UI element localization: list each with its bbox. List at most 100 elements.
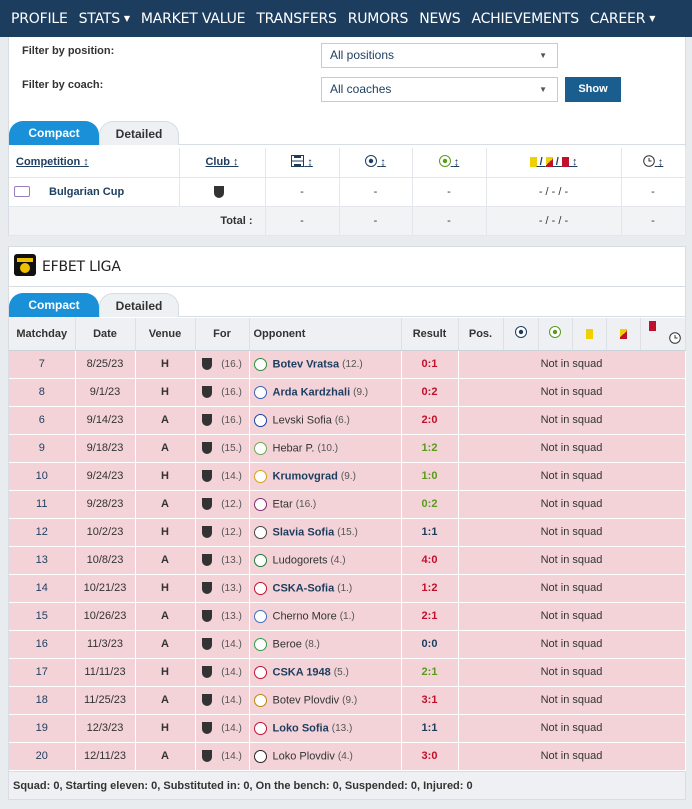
result-link[interactable]: 1:0 xyxy=(421,470,438,482)
result-link[interactable]: 1:2 xyxy=(421,442,438,454)
result-cell[interactable]: 1:2 xyxy=(401,434,459,463)
cards-header[interactable]: / / ↕ xyxy=(486,148,622,178)
tab-detailed[interactable]: Detailed xyxy=(99,293,179,317)
opponent-cell[interactable]: Ludogorets (4.) xyxy=(249,546,402,575)
tab-detailed[interactable]: Detailed xyxy=(99,121,179,145)
opponent-name[interactable]: Beroe xyxy=(272,637,302,650)
tab-compact[interactable]: Compact xyxy=(9,293,99,317)
matchday-cell[interactable]: 18 xyxy=(9,686,76,715)
result-link[interactable]: 1:1 xyxy=(421,722,438,734)
opponent-name[interactable]: Arda Kardzhali xyxy=(272,385,351,398)
opponent-cell[interactable]: CSKA-Sofia (1.) xyxy=(249,574,402,603)
position-select[interactable]: All positions ▼ xyxy=(321,43,558,68)
opponent-name[interactable]: Botev Plovdiv xyxy=(272,693,340,706)
opponent-cell[interactable]: CSKA 1948 (5.) xyxy=(249,658,402,687)
opponent-cell[interactable]: Loko Sofia (13.) xyxy=(249,714,402,743)
matchday-cell[interactable]: 10 xyxy=(9,462,76,491)
result-cell[interactable]: 3:1 xyxy=(401,686,459,715)
matchday-cell[interactable]: 16 xyxy=(9,630,76,659)
opponent-cell[interactable]: Botev Plovdiv (9.) xyxy=(249,686,402,715)
result-cell[interactable]: 0:2 xyxy=(401,490,459,519)
result-cell[interactable]: 4:0 xyxy=(401,546,459,575)
result-cell[interactable]: 2:0 xyxy=(401,406,459,435)
result-cell[interactable]: 0:2 xyxy=(401,378,459,407)
result-link[interactable]: 4:0 xyxy=(421,554,438,566)
matchday-cell[interactable]: 11 xyxy=(9,490,76,519)
nav-item-market-value[interactable]: MARKET VALUE xyxy=(140,10,246,27)
matchday-cell[interactable]: 6 xyxy=(9,406,76,435)
opponent-cell[interactable]: Beroe (8.) xyxy=(249,630,402,659)
matchday-cell[interactable]: 13 xyxy=(9,546,76,575)
nav-item-news[interactable]: NEWS xyxy=(419,10,461,27)
result-link[interactable]: 2:0 xyxy=(421,414,438,426)
opponent-name[interactable]: CSKA 1948 xyxy=(272,665,331,678)
show-button[interactable]: Show xyxy=(565,77,621,102)
result-link[interactable]: 0:0 xyxy=(421,638,438,650)
result-link[interactable]: 3:1 xyxy=(421,694,438,706)
opponent-name[interactable]: Loko Sofia xyxy=(272,721,329,734)
result-link[interactable]: 2:1 xyxy=(421,666,438,678)
matchday-cell[interactable]: 7 xyxy=(9,350,76,379)
nav-item-profile[interactable]: PROFILE xyxy=(11,10,68,27)
competition-cell[interactable]: Bulgarian Cup xyxy=(9,177,180,207)
opponent-cell[interactable]: Krumovgrad (9.) xyxy=(249,462,402,491)
minutes-header[interactable]: ↕ xyxy=(621,148,686,178)
opponent-cell[interactable]: Levski Sofia (6.) xyxy=(249,406,402,435)
result-cell[interactable]: 2:1 xyxy=(401,602,459,631)
opponent-name[interactable]: Cherno More xyxy=(272,609,337,622)
matchday-cell[interactable]: 19 xyxy=(9,714,76,743)
opponent-name[interactable]: Krumovgrad xyxy=(272,469,338,482)
nav-item-rumors[interactable]: RUMORS xyxy=(347,10,409,27)
opponent-cell[interactable]: Slavia Sofia (15.) xyxy=(249,518,402,547)
result-cell[interactable]: 0:1 xyxy=(401,350,459,379)
club-cell[interactable] xyxy=(179,177,266,207)
opponent-name[interactable]: Etar xyxy=(272,497,293,510)
opponent-cell[interactable]: Loko Plovdiv (4.) xyxy=(249,742,402,771)
opponent-name[interactable]: Loko Plovdiv xyxy=(272,749,335,762)
opponent-name[interactable]: Ludogorets xyxy=(272,553,328,566)
nav-item-career[interactable]: CAREER ▼ xyxy=(589,10,656,27)
match-row: 10 9/24/23 H (14.) Krumovgrad (9.) 1:0 Not in s… xyxy=(9,462,686,491)
result-cell[interactable]: 1:2 xyxy=(401,574,459,603)
coach-select[interactable]: All coaches ▼ xyxy=(321,77,558,102)
result-link[interactable]: 0:2 xyxy=(421,498,438,510)
appearances-header[interactable]: ↕ xyxy=(265,148,340,178)
opponent-cell[interactable]: Cherno More (1.) xyxy=(249,602,402,631)
result-cell[interactable]: 1:1 xyxy=(401,518,459,547)
tab-compact[interactable]: Compact xyxy=(9,121,99,145)
assists-header[interactable]: ↕ xyxy=(412,148,487,178)
result-cell[interactable]: 2:1 xyxy=(401,658,459,687)
matchday-cell[interactable]: 20 xyxy=(9,742,76,771)
matchday-cell[interactable]: 12 xyxy=(9,518,76,547)
nav-item-transfers[interactable]: TRANSFERS xyxy=(256,10,337,27)
matchday-cell[interactable]: 14 xyxy=(9,574,76,603)
matchday-cell[interactable]: 9 xyxy=(9,434,76,463)
opponent-name[interactable]: Hebar P. xyxy=(272,441,315,454)
matchday-cell[interactable]: 15 xyxy=(9,602,76,631)
competition-header[interactable]: Competition ↕ xyxy=(9,148,180,178)
result-link[interactable]: 3:0 xyxy=(421,750,438,762)
nav-item-achievements[interactable]: ACHIEVEMENTS xyxy=(471,10,579,27)
opponent-cell[interactable]: Hebar P. (10.) xyxy=(249,434,402,463)
result-cell[interactable]: 3:0 xyxy=(401,742,459,771)
matchday-cell[interactable]: 17 xyxy=(9,658,76,687)
result-link[interactable]: 1:1 xyxy=(421,526,438,538)
opponent-name[interactable]: CSKA-Sofia xyxy=(272,581,335,594)
result-link[interactable]: 0:2 xyxy=(421,386,438,398)
result-cell[interactable]: 0:0 xyxy=(401,630,459,659)
club-header[interactable]: Club ↕ xyxy=(179,148,266,178)
goals-header[interactable]: ↕ xyxy=(339,148,413,178)
result-link[interactable]: 0:1 xyxy=(421,358,438,370)
opponent-name[interactable]: Slavia Sofia xyxy=(272,525,335,538)
opponent-cell[interactable]: Arda Kardzhali (9.) xyxy=(249,378,402,407)
nav-item-stats[interactable]: STATS ▼ xyxy=(78,10,130,27)
result-link[interactable]: 2:1 xyxy=(421,610,438,622)
opponent-name[interactable]: Levski Sofia xyxy=(272,413,332,426)
opponent-cell[interactable]: Etar (16.) xyxy=(249,490,402,519)
result-cell[interactable]: 1:1 xyxy=(401,714,459,743)
matchday-cell[interactable]: 8 xyxy=(9,378,76,407)
opponent-name[interactable]: Botev Vratsa xyxy=(272,357,340,370)
result-link[interactable]: 1:2 xyxy=(421,582,438,594)
result-cell[interactable]: 1:0 xyxy=(401,462,459,491)
opponent-cell[interactable]: Botev Vratsa (12.) xyxy=(249,350,402,379)
